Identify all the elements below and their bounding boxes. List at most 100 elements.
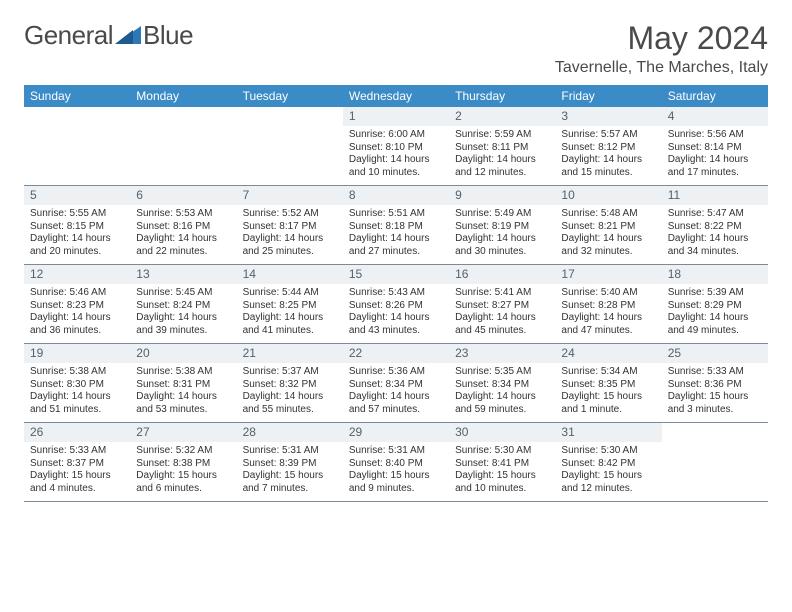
sunrise-text: Sunrise: 6:00 AM (349, 129, 443, 142)
day-number: 14 (237, 265, 343, 284)
week-row: 5Sunrise: 5:55 AMSunset: 8:15 PMDaylight… (24, 186, 768, 265)
day-number: 26 (24, 423, 130, 442)
daylight-text: Daylight: 14 hours and 30 minutes. (455, 233, 549, 258)
sunrise-text: Sunrise: 5:40 AM (561, 287, 655, 300)
sunrise-text: Sunrise: 5:45 AM (136, 287, 230, 300)
day-cell: 6Sunrise: 5:53 AMSunset: 8:16 PMDaylight… (130, 186, 236, 264)
day-cell: 25Sunrise: 5:33 AMSunset: 8:36 PMDayligh… (662, 344, 768, 422)
day-number: 13 (130, 265, 236, 284)
month-title: May 2024 (555, 20, 768, 57)
sunrise-text: Sunrise: 5:56 AM (668, 129, 762, 142)
sunset-text: Sunset: 8:35 PM (561, 379, 655, 392)
sunrise-text: Sunrise: 5:57 AM (561, 129, 655, 142)
day-number: 28 (237, 423, 343, 442)
sunrise-text: Sunrise: 5:33 AM (668, 366, 762, 379)
day-body: Sunrise: 5:34 AMSunset: 8:35 PMDaylight:… (555, 363, 661, 420)
daylight-text: Daylight: 14 hours and 49 minutes. (668, 312, 762, 337)
day-cell (130, 107, 236, 185)
daylight-text: Daylight: 14 hours and 17 minutes. (668, 154, 762, 179)
sunrise-text: Sunrise: 5:33 AM (30, 445, 124, 458)
sunset-text: Sunset: 8:18 PM (349, 221, 443, 234)
sunset-text: Sunset: 8:23 PM (30, 300, 124, 313)
sunset-text: Sunset: 8:14 PM (668, 142, 762, 155)
sunrise-text: Sunrise: 5:52 AM (243, 208, 337, 221)
weekday-header: Tuesday (237, 85, 343, 107)
sunset-text: Sunset: 8:24 PM (136, 300, 230, 313)
sunset-text: Sunset: 8:32 PM (243, 379, 337, 392)
day-body: Sunrise: 5:36 AMSunset: 8:34 PMDaylight:… (343, 363, 449, 420)
day-cell: 24Sunrise: 5:34 AMSunset: 8:35 PMDayligh… (555, 344, 661, 422)
day-number: 21 (237, 344, 343, 363)
sunrise-text: Sunrise: 5:55 AM (30, 208, 124, 221)
day-cell: 11Sunrise: 5:47 AMSunset: 8:22 PMDayligh… (662, 186, 768, 264)
sunrise-text: Sunrise: 5:31 AM (243, 445, 337, 458)
title-block: May 2024 Tavernelle, The Marches, Italy (555, 20, 768, 77)
day-cell: 8Sunrise: 5:51 AMSunset: 8:18 PMDaylight… (343, 186, 449, 264)
daylight-text: Daylight: 14 hours and 15 minutes. (561, 154, 655, 179)
day-number: 5 (24, 186, 130, 205)
day-body: Sunrise: 5:31 AMSunset: 8:39 PMDaylight:… (237, 442, 343, 499)
daylight-text: Daylight: 14 hours and 51 minutes. (30, 391, 124, 416)
daylight-text: Daylight: 15 hours and 10 minutes. (455, 470, 549, 495)
daylight-text: Daylight: 14 hours and 59 minutes. (455, 391, 549, 416)
day-cell (237, 107, 343, 185)
weekday-header: Thursday (449, 85, 555, 107)
daylight-text: Daylight: 14 hours and 20 minutes. (30, 233, 124, 258)
sunset-text: Sunset: 8:17 PM (243, 221, 337, 234)
daylight-text: Daylight: 14 hours and 47 minutes. (561, 312, 655, 337)
week-row: 1 Sunrise: 6:00 AMSunset: 8:10 PM Daylight… (24, 107, 768, 186)
brand-part1: General (24, 20, 113, 51)
location-label: Tavernelle, The Marches, Italy (555, 59, 768, 77)
weekday-header: Wednesday (343, 85, 449, 107)
daylight-text: Daylight: 15 hours and 7 minutes. (243, 470, 337, 495)
daylight-text: Daylight: 14 hours and 39 minutes. (136, 312, 230, 337)
day-cell: 21Sunrise: 5:37 AMSunset: 8:32 PMDayligh… (237, 344, 343, 422)
day-body: Sunrise: 5:33 AMSunset: 8:36 PMDaylight:… (662, 363, 768, 420)
day-number: 22 (343, 344, 449, 363)
sunset-text: Sunset: 8:34 PM (455, 379, 549, 392)
sunset-text: Sunset: 8:10 PM (349, 142, 443, 155)
daylight-text: Daylight: 15 hours and 3 minutes. (668, 391, 762, 416)
day-body: Sunrise: 5:46 AMSunset: 8:23 PMDaylight:… (24, 284, 130, 341)
sunrise-text: Sunrise: 5:51 AM (349, 208, 443, 221)
day-cell: 12Sunrise: 5:46 AMSunset: 8:23 PMDayligh… (24, 265, 130, 343)
day-body: Sunrise: 5:33 AMSunset: 8:37 PMDaylight:… (24, 442, 130, 499)
day-cell: 23Sunrise: 5:35 AMSunset: 8:34 PMDayligh… (449, 344, 555, 422)
sunrise-text: Sunrise: 5:44 AM (243, 287, 337, 300)
sunset-text: Sunset: 8:31 PM (136, 379, 230, 392)
day-body: Sunrise: 5:48 AMSunset: 8:21 PMDaylight:… (555, 205, 661, 262)
sunset-text: Sunset: 8:42 PM (561, 458, 655, 471)
day-number: 1 (343, 107, 449, 126)
day-body: Sunrise: 5:55 AMSunset: 8:15 PMDaylight:… (24, 205, 130, 262)
day-body: Sunrise: 5:41 AMSunset: 8:27 PMDaylight:… (449, 284, 555, 341)
daylight-text: Daylight: 15 hours and 1 minute. (561, 391, 655, 416)
sunrise-text: Sunrise: 5:47 AM (668, 208, 762, 221)
sunset-text: Sunset: 8:30 PM (30, 379, 124, 392)
day-number: 8 (343, 186, 449, 205)
day-cell: 17Sunrise: 5:40 AMSunset: 8:28 PMDayligh… (555, 265, 661, 343)
day-cell: 27Sunrise: 5:32 AMSunset: 8:38 PMDayligh… (130, 423, 236, 501)
daylight-text: Daylight: 14 hours and 34 minutes. (668, 233, 762, 258)
sunset-text: Sunset: 8:27 PM (455, 300, 549, 313)
day-number: 23 (449, 344, 555, 363)
daylight-text: Daylight: 14 hours and 45 minutes. (455, 312, 549, 337)
daylight-text: Daylight: 14 hours and 32 minutes. (561, 233, 655, 258)
sunrise-text: Sunrise: 5:43 AM (349, 287, 443, 300)
sunset-text: Sunset: 8:22 PM (668, 221, 762, 234)
sunset-text: Sunset: 8:21 PM (561, 221, 655, 234)
day-body: Sunrise: 5:51 AMSunset: 8:18 PMDaylight:… (343, 205, 449, 262)
sunset-text: Sunset: 8:26 PM (349, 300, 443, 313)
day-number: 24 (555, 344, 661, 363)
day-body: Sunrise: 5:30 AMSunset: 8:42 PMDaylight:… (555, 442, 661, 499)
sunset-text: Sunset: 8:15 PM (30, 221, 124, 234)
day-body: Sunrise: 5:57 AMSunset: 8:12 PMDaylight:… (555, 126, 661, 183)
sunrise-text: Sunrise: 5:30 AM (455, 445, 549, 458)
calendar-page: General Blue May 2024 Tavernelle, The Ma… (0, 0, 792, 522)
day-cell: 29Sunrise: 5:31 AMSunset: 8:40 PMDayligh… (343, 423, 449, 501)
day-number: 17 (555, 265, 661, 284)
daylight-text: Daylight: 15 hours and 4 minutes. (30, 470, 124, 495)
day-number: 19 (24, 344, 130, 363)
day-cell: 26Sunrise: 5:33 AMSunset: 8:37 PMDayligh… (24, 423, 130, 501)
day-cell: 2Sunrise: 5:59 AMSunset: 8:11 PMDaylight… (449, 107, 555, 185)
day-cell: 10Sunrise: 5:48 AMSunset: 8:21 PMDayligh… (555, 186, 661, 264)
